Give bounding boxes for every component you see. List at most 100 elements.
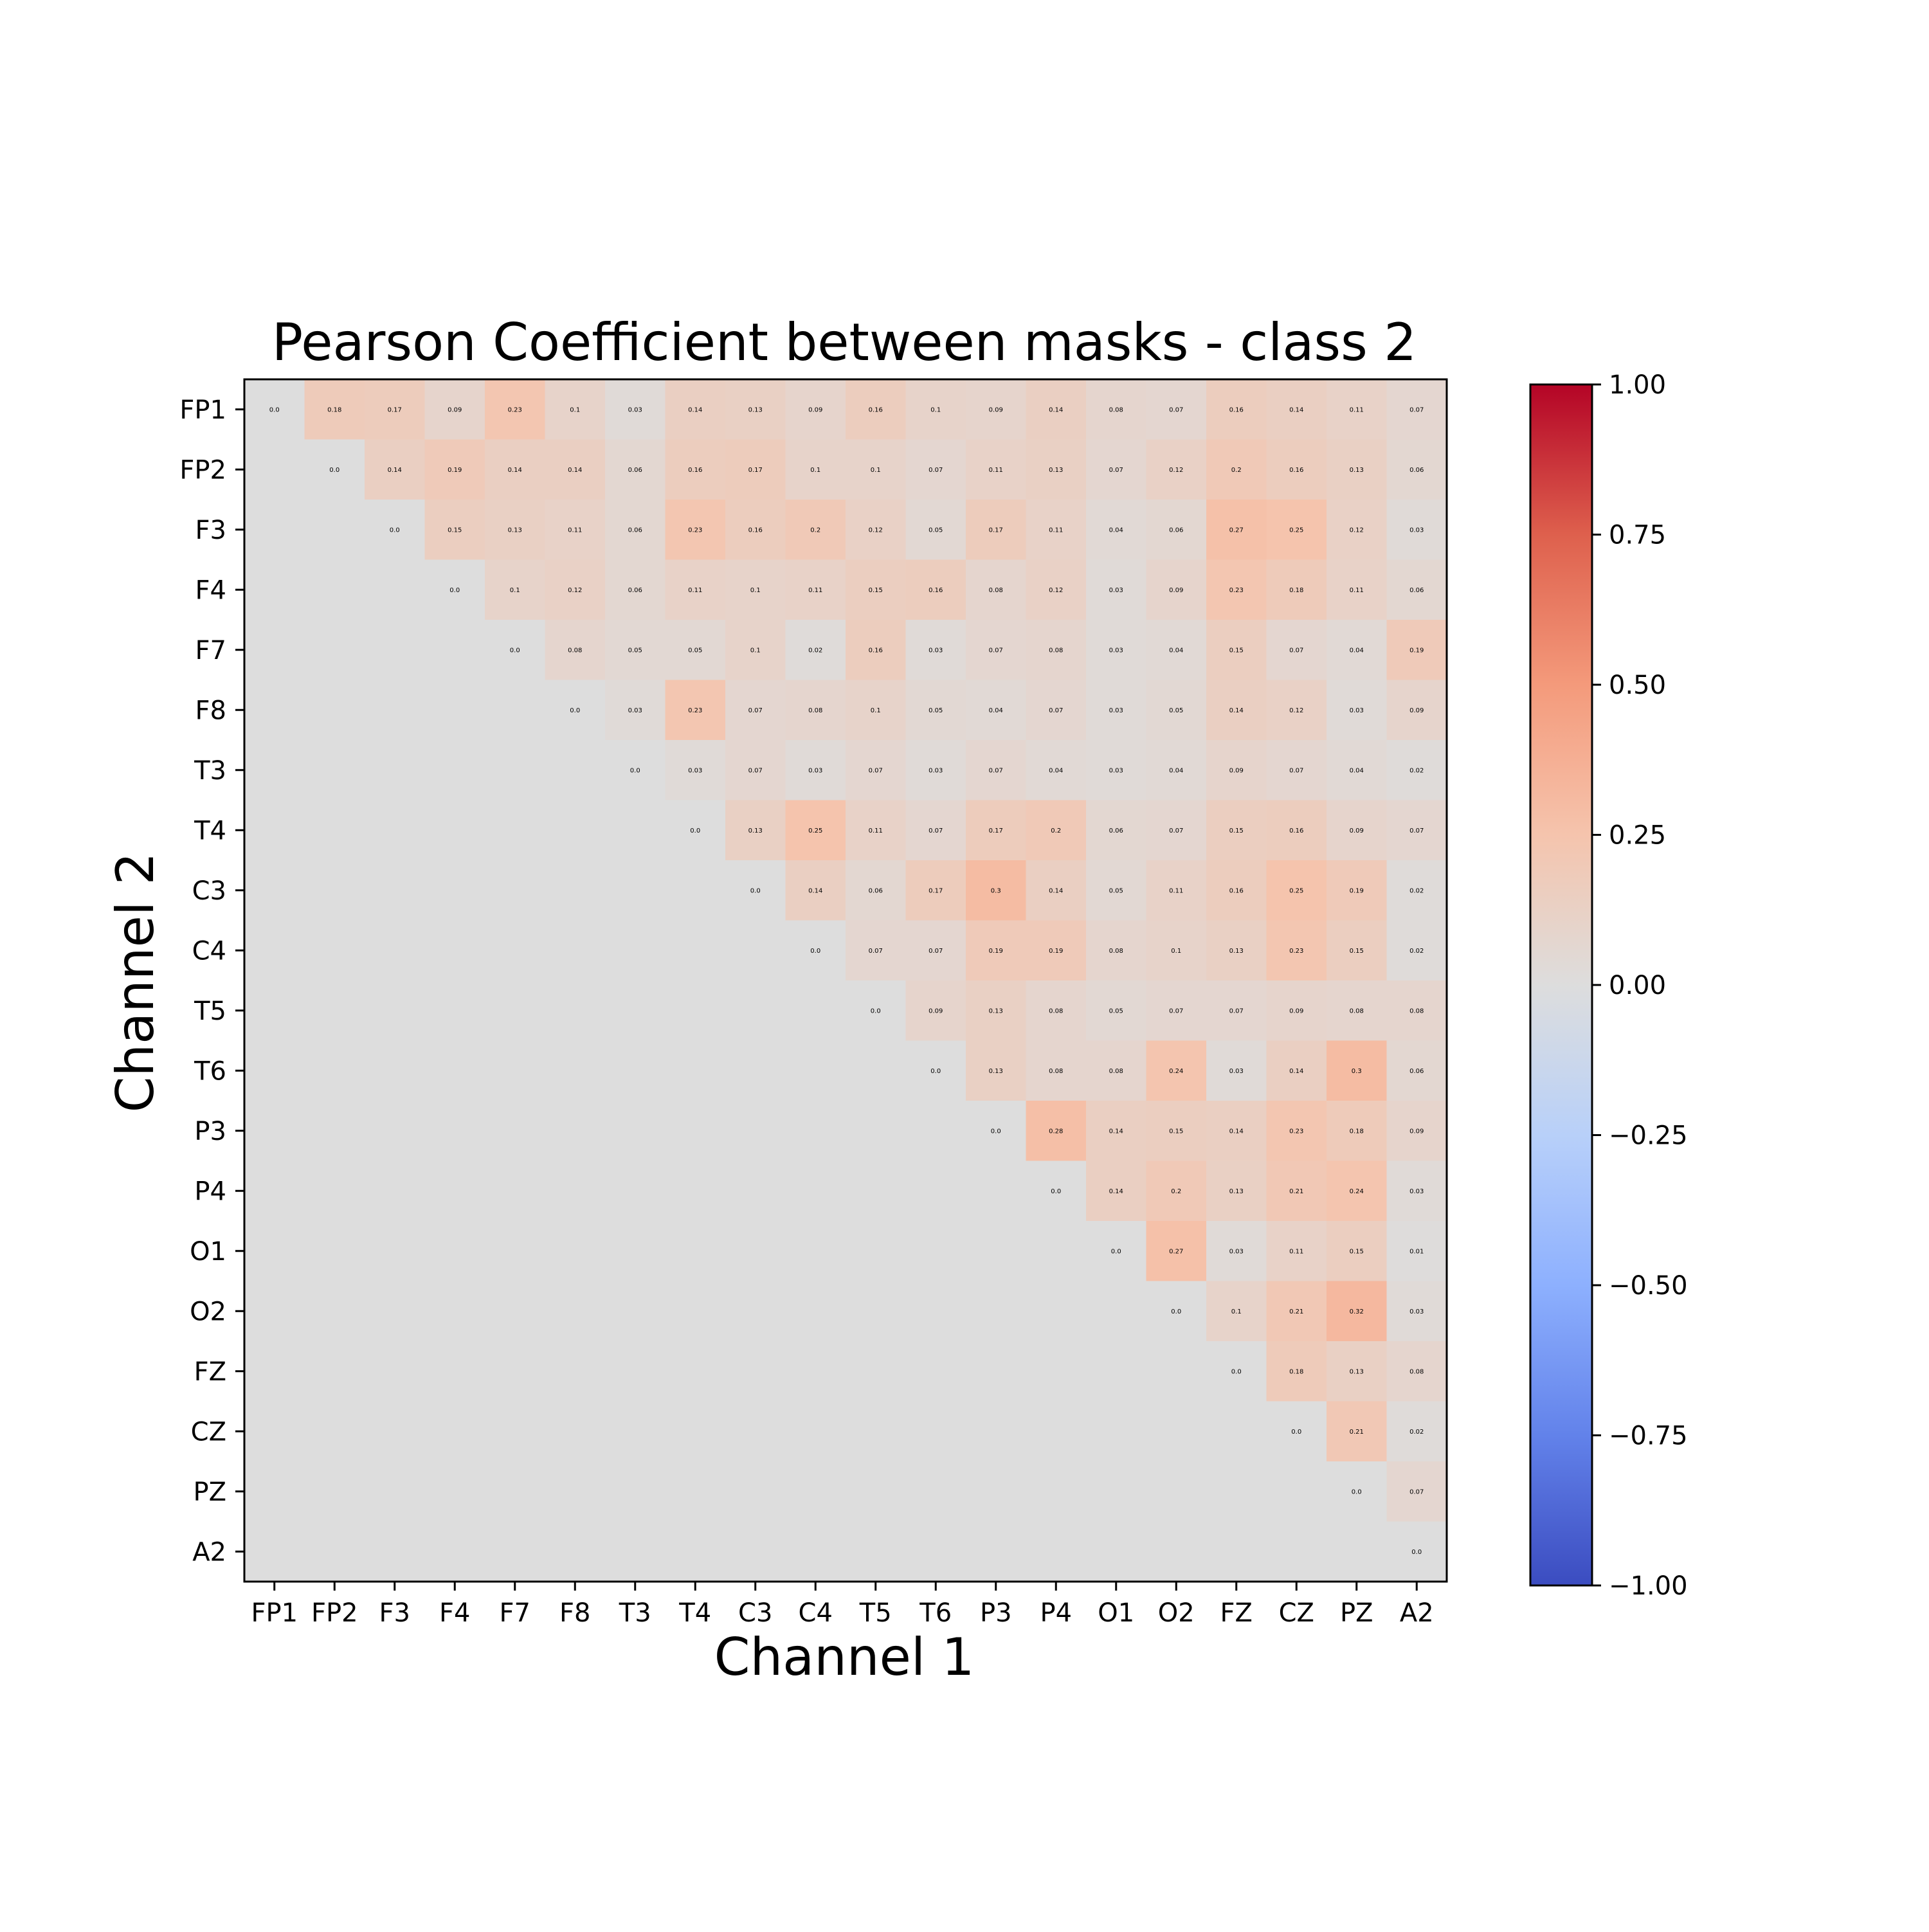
heatmap-cell [725,800,786,861]
cell-value-label: 0.14 [1289,1068,1303,1075]
heatmap-cell [304,620,365,681]
heatmap-cell [605,439,666,500]
heatmap-cell [725,1341,786,1402]
cell-value-label: 0.08 [808,707,822,714]
colorbar-tick-label: −0.50 [1609,1271,1688,1301]
heatmap-cell [905,920,966,981]
cell-value-label: 0.13 [1350,1368,1364,1375]
heatmap-cell [846,1101,907,1162]
cell-value-label: 0.1 [1231,1308,1242,1315]
cell-value-label: 0.08 [1109,1068,1123,1075]
heatmap-cell [244,740,305,801]
heatmap-cell [725,1281,786,1342]
heatmap-cell [244,920,305,981]
heatmap-cell [485,860,546,921]
cell-value-label: 0.14 [688,406,702,413]
heatmap-cell [966,1341,1027,1402]
y-tick-label: T5 [194,997,226,1026]
cell-value-label: 0.18 [327,406,341,413]
cell-value-label: 0.04 [1350,767,1364,774]
cell-value-label: 0.03 [1109,587,1123,594]
heatmap-cell [1206,800,1267,861]
heatmap-cell [365,1281,426,1342]
heatmap-cell [365,1221,426,1282]
heatmap-cell [1266,1341,1327,1402]
heatmap-cell [365,1341,426,1402]
cell-value-label: 0.2 [1051,827,1061,835]
cell-value-label: 0.15 [1350,1248,1364,1255]
cell-value-label: 0.07 [1289,767,1303,774]
cell-value-label: 0.1 [510,587,520,594]
cell-value-label: 0.04 [1049,767,1063,774]
heatmap-cell [1386,1521,1447,1582]
x-tick-label: T3 [619,1598,651,1628]
heatmap-cell [1086,1401,1147,1462]
cell-value-label: 0.23 [688,527,702,534]
heatmap-cell [365,860,426,921]
cell-value-label: 0.11 [989,467,1003,474]
cell-value-label: 0.0 [269,406,280,413]
cell-value-label: 0.07 [928,948,943,955]
colorbar-tick-label: −1.00 [1609,1571,1688,1601]
heatmap-cell [605,740,666,801]
cell-value-label: 0.17 [748,467,763,474]
heatmap-cell [1086,740,1147,801]
heatmap-cell [665,1461,726,1522]
heatmap-cell [1086,980,1147,1042]
cell-value-label: 0.03 [1109,767,1123,774]
cell-value-label: 0.03 [1409,1308,1424,1315]
cell-value-label: 0.21 [1350,1429,1364,1436]
heatmap-cell [1146,559,1207,620]
x-tick-label: P4 [1040,1598,1072,1628]
colorbar-tick-label: 1.00 [1609,370,1666,400]
heatmap-cell [365,379,426,440]
heatmap-cell [905,439,966,500]
heatmap-cell [1327,1040,1388,1101]
y-tick-label: C4 [192,936,226,966]
heatmap-cell [1386,1160,1447,1222]
cell-value-label: 0.09 [989,406,1003,413]
colorbar-tick-label: −0.75 [1609,1422,1688,1451]
heatmap-cell [1026,559,1087,620]
heatmap-cell [1026,1521,1087,1582]
heatmap-cell [725,559,786,620]
cell-value-label: 0.06 [1169,527,1183,534]
heatmap-cell [545,680,606,741]
heatmap-cell [1266,800,1327,861]
y-tick-label: FP2 [179,455,226,485]
heatmap-cell [244,1101,305,1162]
heatmap-cell [966,920,1027,981]
heatmap-cell [905,500,966,561]
cell-value-label: 0.15 [869,587,883,594]
heatmap-cell [424,1401,485,1462]
heatmap-cell [665,920,726,981]
heatmap-cell [725,379,786,440]
heatmap-cell [1266,980,1327,1042]
cell-value-label: 0.15 [1350,948,1364,955]
cell-value-label: 0.04 [989,707,1003,714]
heatmap-cell [1086,1221,1147,1282]
heatmap-cell [605,1040,666,1101]
cell-value-label: 0.24 [1350,1188,1364,1195]
y-tick-label: O2 [190,1297,226,1326]
cell-value-label: 0.08 [1049,647,1063,654]
heatmap-cell [966,439,1027,500]
heatmap-cell [605,620,666,681]
cell-value-label: 0.0 [1051,1188,1061,1195]
cell-value-label: 0.14 [808,887,822,894]
heatmap-cell [1146,680,1207,741]
cell-value-label: 0.25 [808,827,822,835]
heatmap-cell [605,680,666,741]
heatmap-cell [545,1221,606,1282]
cell-value-label: 0.13 [1049,467,1063,474]
cell-value-label: 0.02 [808,647,822,654]
heatmap-cell [1146,1461,1207,1522]
cell-value-label: 0.07 [1409,406,1424,413]
heatmap-cell [1206,1101,1267,1162]
heatmap-cell [545,439,606,500]
heatmap-cell [1026,1341,1087,1402]
cell-value-label: 0.11 [568,527,582,534]
heatmap-cell [244,500,305,561]
cell-value-label: 0.12 [568,587,582,594]
heatmap-cell [1206,1341,1267,1402]
